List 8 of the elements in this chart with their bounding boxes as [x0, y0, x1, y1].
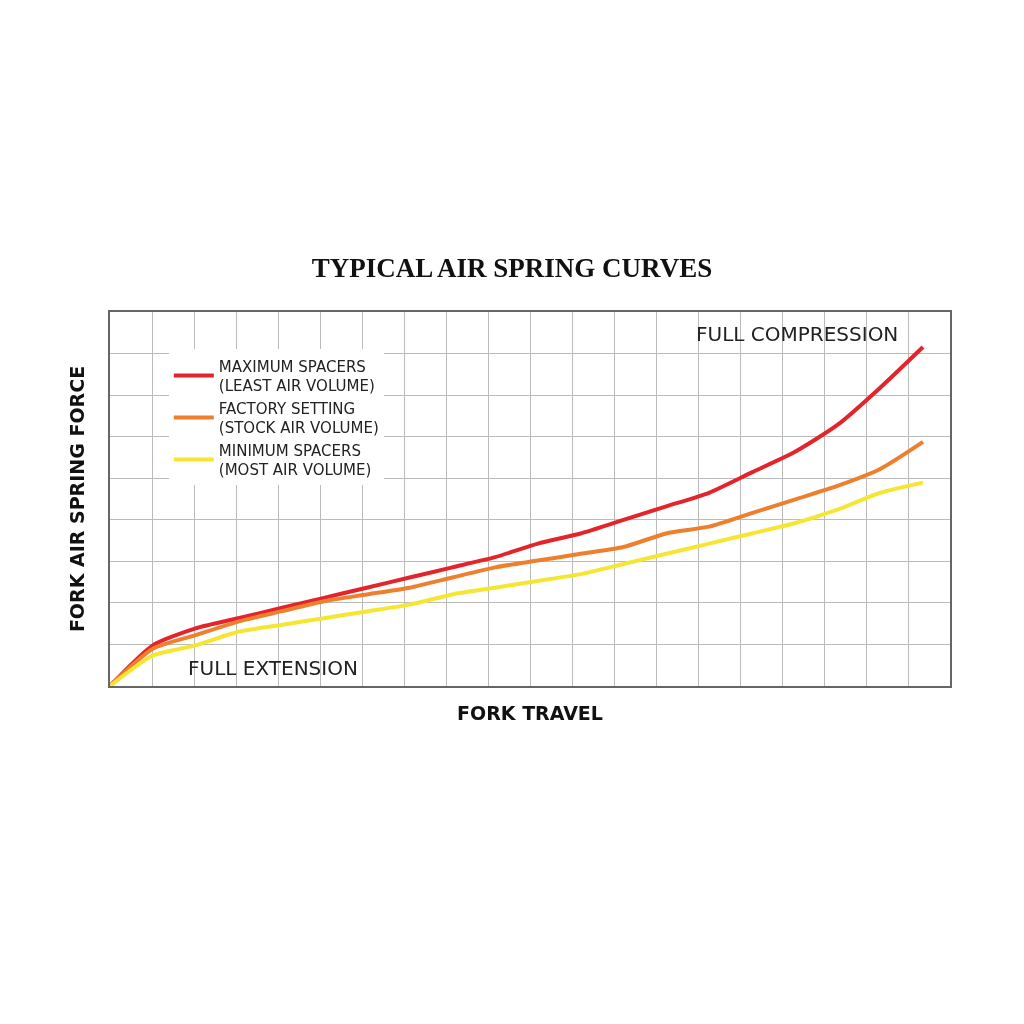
- x-axis-title: FORK TRAVEL: [457, 702, 603, 725]
- text: FULL COMPRESSION: [696, 322, 899, 346]
- y-axis-title: FORK AIR SPRING FORCE: [66, 365, 89, 633]
- chart-title: TYPICAL AIR SPRING CURVES: [311, 253, 713, 284]
- legend-label: FACTORY SETTING (STOCK AIR VOLUME): [218, 399, 379, 437]
- legend-label: MINIMUM SPACERS (MOST AIR VOLUME): [218, 441, 372, 479]
- legend-label: MAXIMUM SPACERS (LEAST AIR VOLUME): [218, 357, 375, 395]
- annotation: FULL EXTENSION: [188, 656, 358, 680]
